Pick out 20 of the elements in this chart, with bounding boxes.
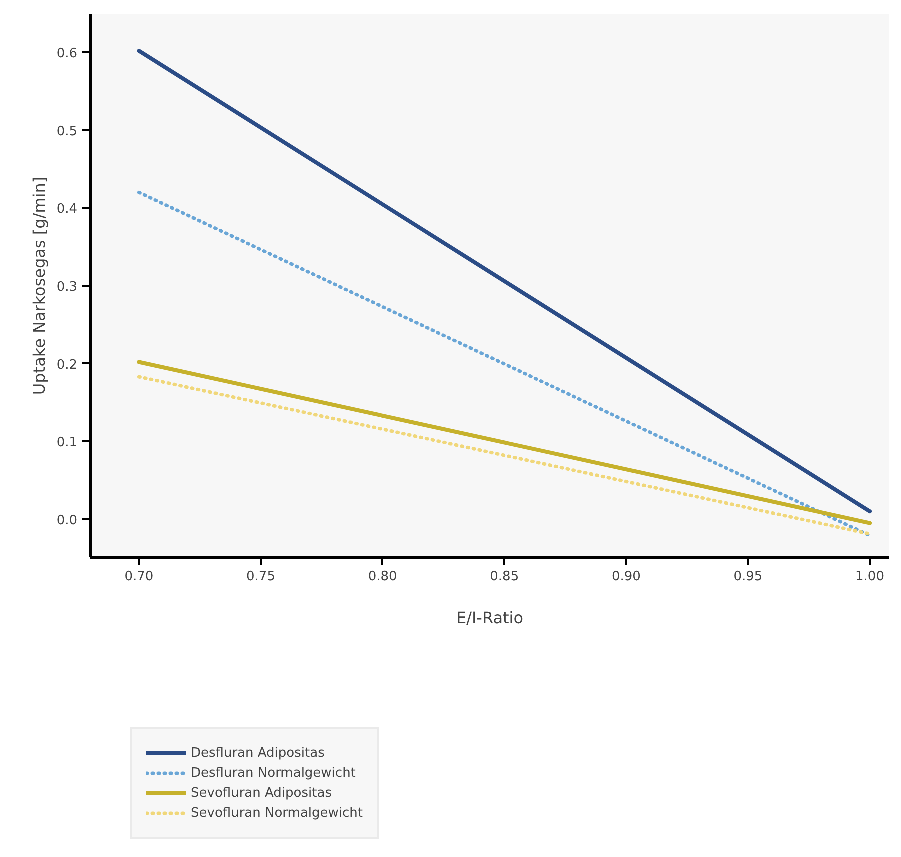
legend-label: Sevofluran Normalgewicht: [191, 806, 364, 820]
x-tick-label: 0.70: [124, 570, 154, 584]
y-tick-label: 0.5: [56, 124, 78, 140]
x-tick-label: 0.95: [734, 570, 763, 584]
y-axis-title: Uptake Narkosegas [g/min]: [30, 176, 49, 396]
legend-label: Desfluran Normalgewicht: [191, 766, 356, 780]
y-tick-label: 0.6: [56, 46, 78, 62]
x-tick-label: 0.85: [490, 570, 520, 584]
x-tick-label: 1.00: [856, 570, 884, 584]
x-tick-label: 0.80: [368, 570, 398, 584]
y-tick-label: 0.1: [56, 436, 78, 451]
y-tick-label: 0.3: [56, 280, 78, 295]
x-tick-label: 0.75: [246, 570, 276, 584]
y-tick-label: 0.0: [56, 513, 78, 528]
y-tick-label: 0.2: [56, 358, 78, 373]
x-axis-title: E/I-Ratio: [456, 608, 524, 628]
legend-label: Desfluran Adipositas: [191, 746, 325, 760]
x-tick-label: 0.90: [612, 570, 641, 584]
y-tick-label: 0.4: [56, 202, 78, 218]
legend-label: Sevofluran Adipositas: [191, 786, 332, 800]
